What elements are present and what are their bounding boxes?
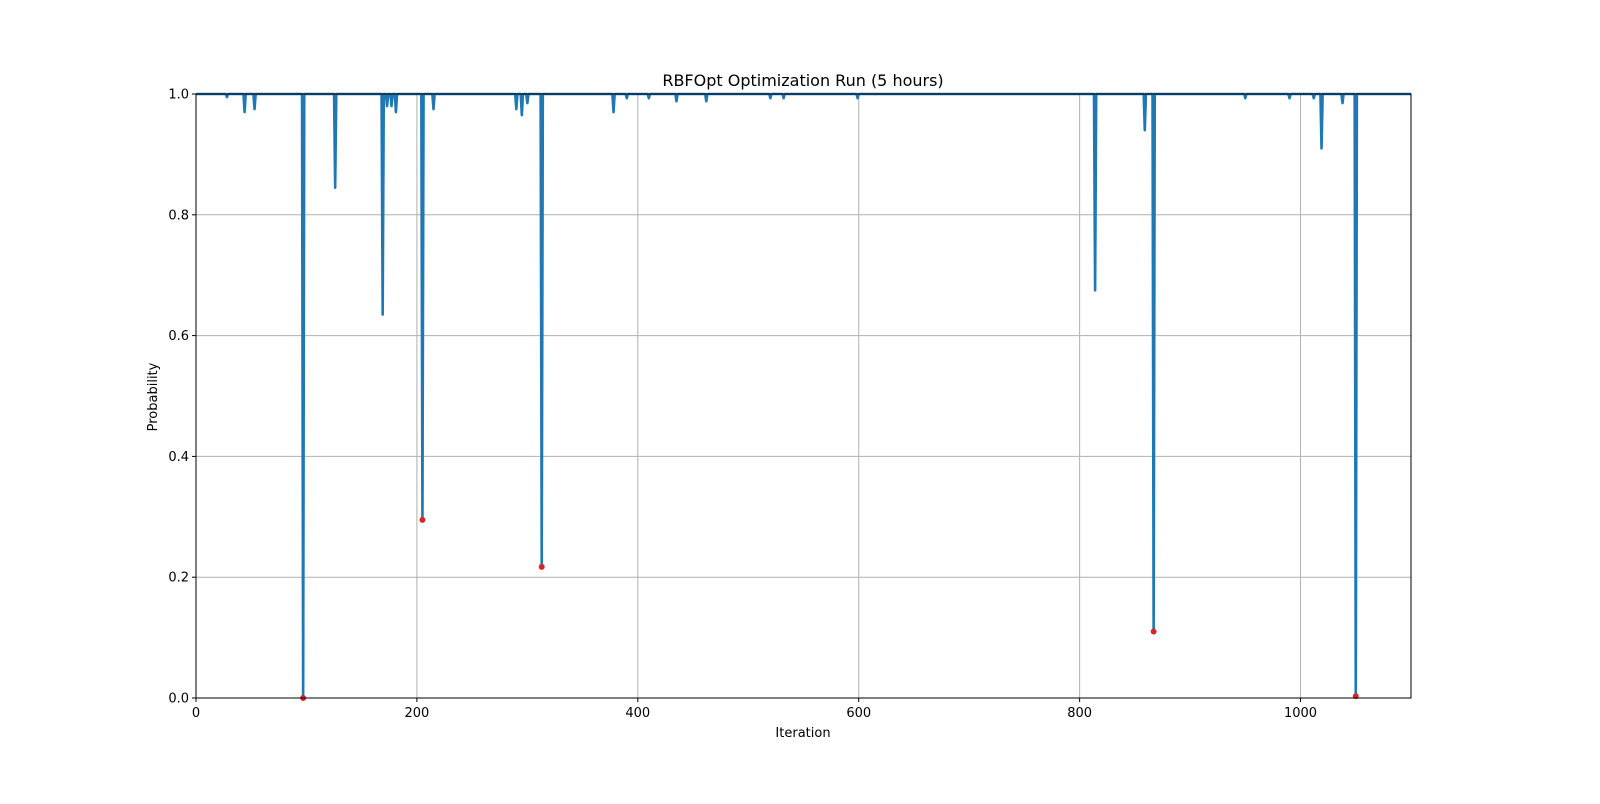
y-tick-label: 0.4 (168, 450, 189, 465)
highlighted-point (1150, 628, 1157, 635)
chart-title: RBFOpt Optimization Run (5 hours) (662, 71, 943, 90)
grid (195, 93, 1411, 699)
probability-series-line (196, 92, 1411, 700)
x-tick-label: 600 (846, 706, 871, 721)
x-tick-label: 1000 (1284, 706, 1317, 721)
series (196, 92, 1411, 700)
x-tick-label: 400 (625, 706, 650, 721)
y-tick-label: 0.8 (168, 208, 189, 223)
y-tick-label: 1.0 (168, 88, 189, 103)
highlighted-points (300, 516, 1359, 701)
highlighted-point (538, 563, 545, 570)
x-tick-label: 0 (192, 706, 200, 721)
y-tick-label: 0.6 (168, 329, 189, 344)
y-tick-label: 0.2 (168, 571, 189, 586)
x-tick-label: 200 (404, 706, 429, 721)
x-axis-ticks: 0 200 400 600 800 1000 (192, 698, 1317, 721)
x-tick-label: 800 (1067, 706, 1092, 721)
x-axis-label: Iteration (775, 726, 830, 741)
y-tick-label: 0.0 (168, 692, 189, 707)
plot-frame (195, 93, 1412, 699)
y-axis-ticks: 0.0 0.2 0.4 0.6 0.8 1.0 (168, 88, 196, 707)
y-axis-label: Probability (146, 362, 161, 431)
highlighted-point (419, 516, 426, 523)
